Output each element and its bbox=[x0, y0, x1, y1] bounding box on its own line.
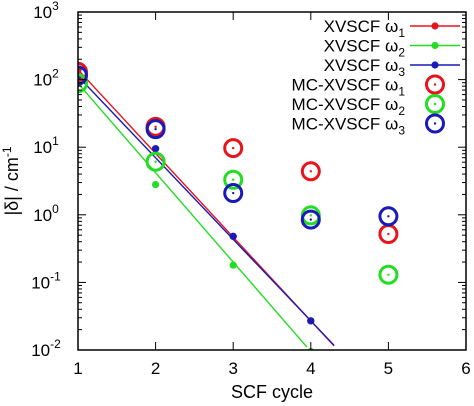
data-point-center bbox=[232, 191, 235, 195]
legend-label: XVSCF ω3 bbox=[324, 56, 406, 79]
y-tick-label: 10-1 bbox=[31, 269, 61, 292]
data-point-center bbox=[387, 232, 390, 236]
y-axis-label: |δ| / cm-1 bbox=[0, 146, 22, 215]
x-tick-label: 2 bbox=[151, 359, 160, 378]
data-point-ring bbox=[223, 138, 244, 159]
data-point-center bbox=[309, 218, 312, 221]
data-point-center bbox=[387, 273, 390, 276]
data-point-ring bbox=[300, 161, 321, 182]
x-tick-label: 6 bbox=[461, 359, 470, 378]
data-point-center bbox=[232, 178, 235, 181]
x-tick-label: 3 bbox=[228, 359, 237, 378]
data-point-ring bbox=[223, 169, 244, 190]
legend-item: XVSCF ω2 bbox=[324, 37, 460, 60]
x-tick-label: 4 bbox=[306, 359, 315, 378]
data-point-center bbox=[232, 146, 235, 150]
legend-marker bbox=[425, 113, 445, 134]
data-point-ring bbox=[378, 206, 399, 227]
legend-marker bbox=[431, 41, 439, 50]
series-layer bbox=[78, 61, 399, 350]
legend-marker bbox=[431, 22, 439, 30]
y-axis-label-superscript: -1 bbox=[0, 146, 14, 157]
data-point-ring bbox=[300, 209, 321, 230]
plot-frame bbox=[77, 11, 467, 351]
legend-label: XVSCF ω2 bbox=[324, 37, 406, 60]
y-tick-label: 10-2 bbox=[31, 337, 61, 360]
series-2 bbox=[78, 79, 315, 350]
data-point-center bbox=[154, 127, 157, 131]
legend-label: MC-XVSCF ω3 bbox=[292, 115, 406, 138]
legend-marker-center bbox=[433, 83, 437, 86]
series-3 bbox=[78, 72, 335, 346]
data-point-ring bbox=[145, 151, 166, 172]
legend-item: XVSCF ω1 bbox=[324, 17, 460, 40]
data-point-center bbox=[387, 215, 390, 218]
legend-label: MC-XVSCF ω2 bbox=[292, 95, 406, 118]
legend-marker bbox=[431, 61, 439, 69]
data-point-ring bbox=[78, 65, 88, 86]
x-tick-label: 1 bbox=[73, 359, 82, 378]
data-point-ring bbox=[78, 73, 88, 94]
series-line bbox=[78, 75, 335, 346]
x-tick-label: 5 bbox=[384, 359, 393, 378]
legend-marker-center bbox=[433, 102, 437, 106]
legend-item: MC-XVSCF ω3 bbox=[292, 113, 445, 138]
y-axis-label-main: |δ| / cm bbox=[2, 157, 22, 215]
legend-item: XVSCF ω3 bbox=[324, 56, 460, 79]
clipped-series bbox=[78, 61, 399, 350]
data-point bbox=[229, 261, 237, 269]
data-point-center bbox=[154, 125, 157, 129]
x-axis-label: SCF cycle bbox=[231, 382, 313, 402]
series-6 bbox=[78, 65, 399, 230]
series-line bbox=[78, 82, 308, 348]
ticks-layer bbox=[78, 12, 466, 350]
data-point-ring bbox=[145, 119, 166, 140]
y-tick-label: 102 bbox=[33, 67, 59, 90]
data-point-center bbox=[309, 214, 312, 217]
tick-labels: 1 2 3 4 5 6 10-2 10-1 100 101 102 103 bbox=[31, 0, 471, 378]
y-tick-label: 100 bbox=[33, 202, 59, 225]
legend-marker bbox=[425, 74, 445, 95]
legend-label: MC-XVSCF ω1 bbox=[292, 76, 406, 99]
legend-item: MC-XVSCF ω1 bbox=[292, 74, 445, 99]
legend-label: XVSCF ω1 bbox=[324, 17, 406, 40]
legend-item: MC-XVSCF ω2 bbox=[292, 94, 445, 118]
data-point-center bbox=[309, 170, 312, 173]
y-tick-label: 103 bbox=[33, 0, 59, 22]
data-point bbox=[307, 317, 315, 325]
data-point-ring bbox=[378, 264, 399, 285]
legend-marker-center bbox=[433, 122, 437, 125]
data-point bbox=[229, 232, 237, 240]
data-point-center bbox=[154, 160, 157, 163]
data-point bbox=[152, 180, 160, 189]
data-point-ring bbox=[223, 183, 244, 204]
y-tick-label: 101 bbox=[33, 134, 59, 157]
legend-marker bbox=[425, 94, 445, 114]
data-point bbox=[152, 145, 160, 153]
